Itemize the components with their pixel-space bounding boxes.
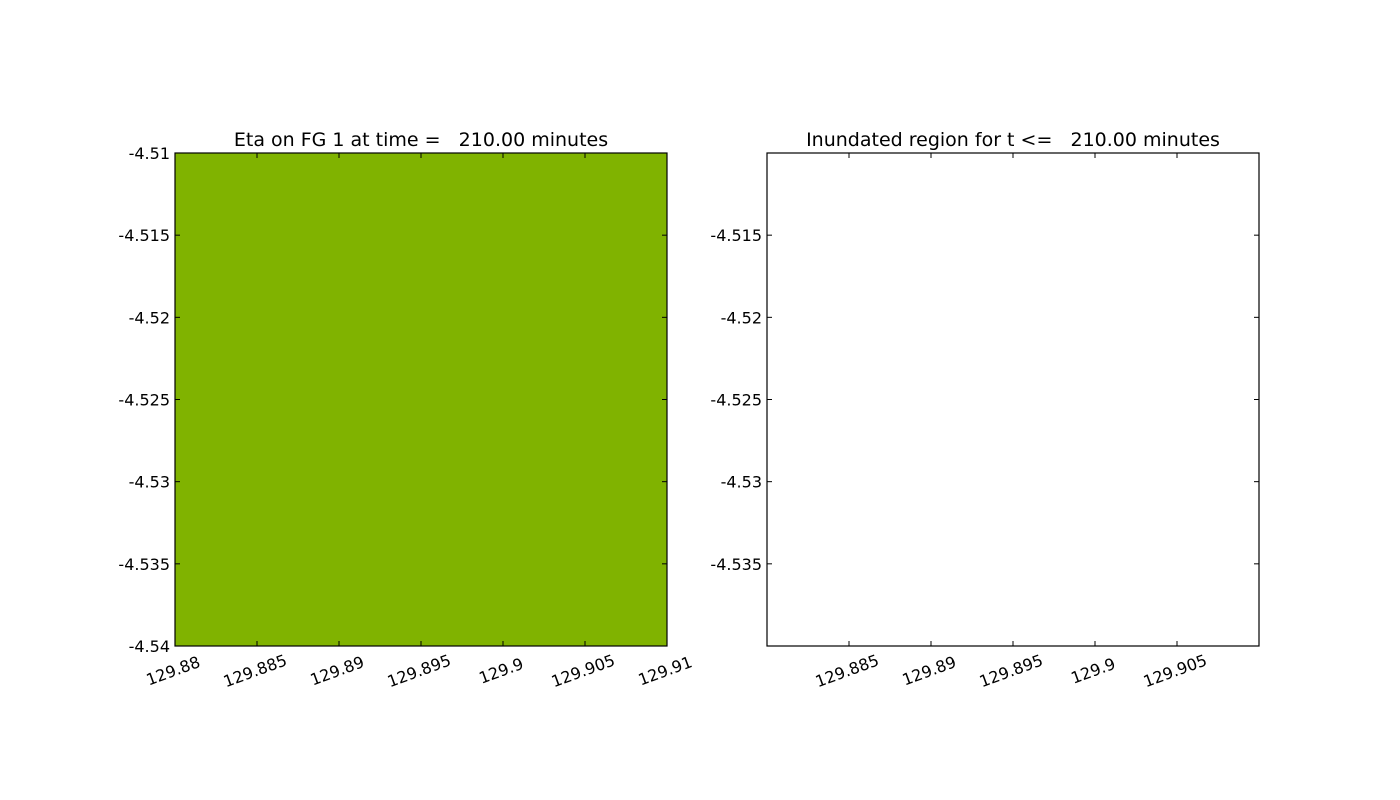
inundation-panel: Inundated region for t <= 210.00 minutes… [710,129,1260,691]
eta-y-tick-label: -4.51 [129,144,170,163]
inundation-x-tick-label: 129.885 [813,651,882,691]
inundation-x-tick-label: 129.895 [977,651,1046,691]
inundation-y-tick-label: -4.515 [710,226,762,245]
eta-x-tick-label: 129.91 [636,652,695,689]
eta-x-tick-label: 129.885 [221,651,290,691]
eta-x-tick-label: 129.895 [385,651,454,691]
inundation-x-tick-label: 129.9 [1068,654,1118,688]
eta-x-tick-label: 129.905 [549,651,618,691]
eta-y-tick-label: -4.525 [118,391,170,410]
inundation-axes-frame [766,152,1260,647]
eta-field-fill [175,153,667,646]
eta-axes-frame [174,152,668,647]
inundation-y-tick-label: -4.535 [710,555,762,574]
eta-x-tick-label: 129.9 [476,654,526,688]
eta-y-tick-label: -4.54 [129,637,170,656]
inundation-x-tick-label: 129.89 [900,652,959,689]
eta-x-tick-label: 129.89 [308,652,367,689]
inundation-y-tick-label: -4.525 [710,391,762,410]
eta-y-tick-label: -4.515 [118,226,170,245]
eta-y-tick-label: -4.53 [129,473,170,492]
inundation-field-fill [767,153,1259,646]
eta-y-tick-label: -4.535 [118,555,170,574]
inundation-panel-title: Inundated region for t <= 210.00 minutes [806,129,1220,151]
eta-x-tick-label: 129.88 [144,652,203,689]
inundation-y-tick-label: -4.53 [721,473,762,492]
eta-y-tick-label: -4.52 [129,308,170,327]
inundation-x-tick-label: 129.905 [1141,651,1210,691]
eta-panel: Eta on FG 1 at time = 210.00 minutes -4.… [118,129,694,691]
inundation-y-tick-label: -4.52 [721,308,762,327]
eta-panel-title: Eta on FG 1 at time = 210.00 minutes [234,129,608,151]
